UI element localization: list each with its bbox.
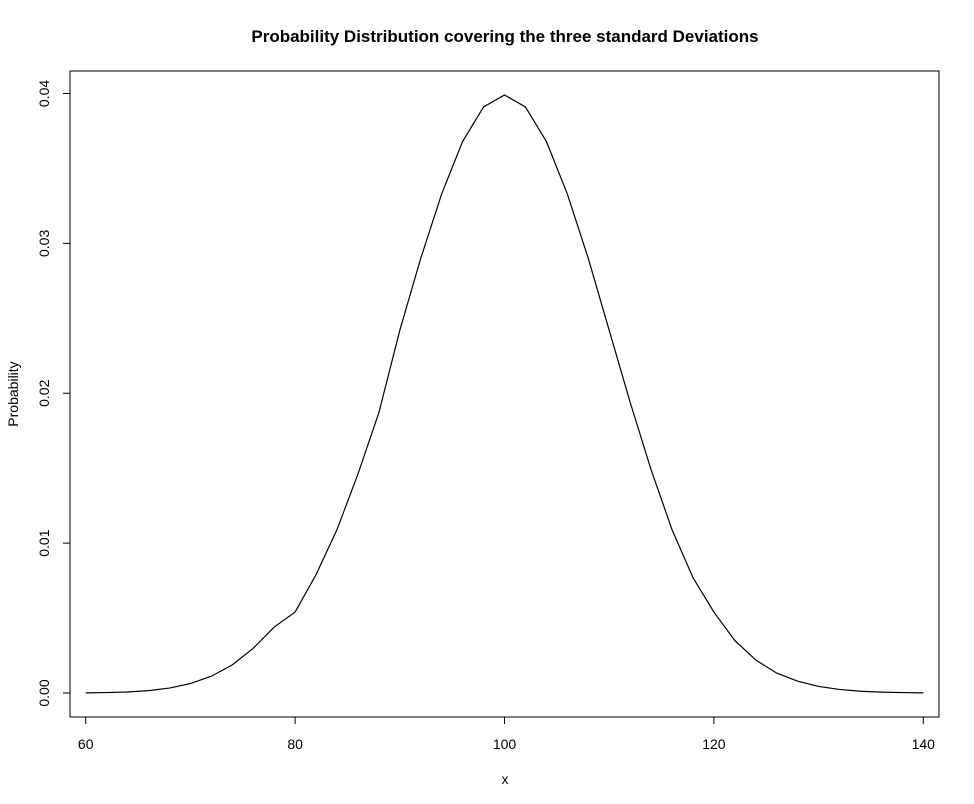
x-tick-label: 80 bbox=[287, 736, 303, 752]
series-line bbox=[85, 94, 924, 694]
y-axis-label: Probability bbox=[5, 361, 21, 426]
chart-title: Probability Distribution covering the th… bbox=[251, 27, 758, 46]
y-axis: 0.00 0.01 0.02 0.03 0.04 bbox=[36, 80, 71, 707]
y-tick-label: 0.00 bbox=[36, 679, 52, 706]
x-tick-label: 60 bbox=[78, 736, 94, 752]
y-tick-label: 0.02 bbox=[36, 379, 52, 406]
y-tick-label: 0.04 bbox=[36, 80, 52, 107]
x-axis-label: x bbox=[502, 771, 509, 787]
x-axis: 60 80 100 120 140 bbox=[78, 716, 936, 752]
x-tick-label: 140 bbox=[912, 736, 936, 752]
plot-box bbox=[69, 70, 940, 718]
y-tick-label: 0.03 bbox=[36, 230, 52, 257]
y-tick-label: 0.01 bbox=[36, 529, 52, 556]
x-tick-label: 100 bbox=[493, 736, 517, 752]
x-tick-label: 120 bbox=[702, 736, 726, 752]
